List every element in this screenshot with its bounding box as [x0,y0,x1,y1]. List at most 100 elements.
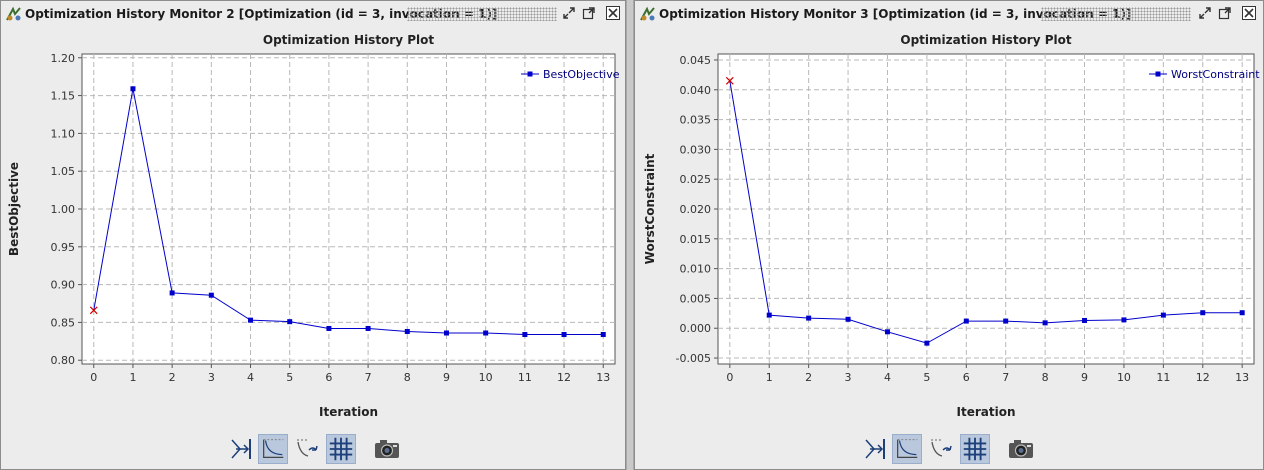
data-point [248,317,254,323]
legend-marker [527,71,533,77]
data-point [365,325,371,331]
data-point [1200,310,1206,316]
data-point [89,306,98,315]
x-tick-label: 1 [129,371,136,384]
data-point [208,292,214,298]
x-tick-label: 11 [518,371,532,384]
x-tick-label: 4 [247,371,254,384]
data-point [806,315,812,321]
y-tick-label: -0.005 [676,352,711,365]
chart-title: Optimization History Plot [263,33,435,47]
data-point [924,340,930,346]
x-tick-label: 7 [365,371,372,384]
grid-icon[interactable] [326,434,356,464]
titlebar-grip [407,7,557,21]
restore-icon[interactable] [1198,6,1212,20]
x-axis-label: Iteration [319,405,378,419]
restore-icon[interactable] [562,6,576,20]
legend-marker [1155,71,1161,77]
auto-range-icon[interactable] [860,434,890,464]
data-point [404,328,410,334]
data-point [1003,318,1009,324]
x-tick-label: 2 [169,371,176,384]
data-point [326,325,332,331]
monitor-panel-2: Optimization History Monitor 2 [Optimiza… [0,0,626,470]
data-point [725,76,734,85]
panel-splitter[interactable] [626,0,634,470]
x-tick-label: 13 [1235,371,1249,384]
data-point [443,330,449,336]
panel-titlebar[interactable]: Optimization History Monitor 3 [Optimiza… [635,1,1263,28]
x-tick-label: 1 [766,371,773,384]
y-tick-label: 1.20 [51,52,76,65]
x-tick-label: 9 [443,371,450,384]
data-point [287,319,293,325]
y-tick-label: 0.025 [680,173,712,186]
app-icon [6,6,21,21]
maximize-icon[interactable] [1218,6,1232,20]
titlebar-grip [1041,7,1191,21]
data-point [1042,320,1048,326]
series-line [93,88,604,336]
app-icon [640,6,655,21]
y-tick-label: 1.15 [51,90,76,103]
y-tick-label: 0.90 [51,279,76,292]
y-tick-label: 0.040 [680,84,712,97]
close-icon[interactable] [606,6,620,20]
y-axis-label: WorstConstraint [643,153,657,264]
y-tick-label: 1.05 [51,165,76,178]
x-tick-label: 5 [923,371,930,384]
legend-label: BestObjective [543,68,620,81]
camera-icon[interactable] [1006,434,1036,464]
chart-title: Optimization History Plot [900,33,1072,47]
curve-fit-icon[interactable] [258,434,288,464]
edit-curve-icon[interactable] [292,434,322,464]
data-point [1082,317,1088,323]
data-point [1160,312,1166,318]
x-tick-label: 6 [963,371,970,384]
x-tick-label: 8 [1042,371,1049,384]
y-tick-label: 0.80 [51,354,76,367]
maximize-icon[interactable] [582,6,596,20]
x-axis-label: Iteration [957,405,1016,419]
x-tick-label: 10 [1117,371,1131,384]
chart-toolbar [1,426,625,469]
y-tick-label: 1.10 [51,127,76,140]
auto-range-icon[interactable] [226,434,256,464]
y-tick-label: 0.95 [51,241,76,254]
data-point [169,290,175,296]
data-point [845,316,851,322]
data-point [522,332,528,338]
edit-curve-icon[interactable] [926,434,956,464]
y-tick-label: 0.000 [680,322,712,335]
window-title: Optimization History Monitor 2 [Optimiza… [25,7,498,21]
data-point [130,86,136,92]
y-tick-label: 0.005 [680,292,712,305]
y-tick-label: 1.00 [51,203,76,216]
curve-fit-icon[interactable] [892,434,922,464]
data-point [1121,317,1127,323]
panel-titlebar[interactable]: Optimization History Monitor 2 [Optimiza… [1,1,625,28]
y-tick-label: 0.020 [680,203,712,216]
data-point [963,318,969,324]
y-tick-label: 0.035 [680,114,712,127]
x-tick-label: 2 [805,371,812,384]
series-line [729,80,1243,344]
x-tick-label: 0 [726,371,733,384]
data-point [1239,310,1245,316]
grid-icon[interactable] [960,434,990,464]
x-tick-label: 3 [845,371,852,384]
x-tick-label: 12 [1196,371,1210,384]
x-tick-label: 8 [404,371,411,384]
y-tick-label: 0.045 [680,54,712,67]
camera-icon[interactable] [372,434,402,464]
x-tick-label: 10 [479,371,493,384]
close-icon[interactable] [1242,6,1256,20]
data-point [766,312,772,318]
y-axis-label: BestObjective [7,162,21,256]
x-tick-label: 7 [1002,371,1009,384]
x-tick-label: 4 [884,371,891,384]
y-tick-label: 0.85 [51,316,76,329]
